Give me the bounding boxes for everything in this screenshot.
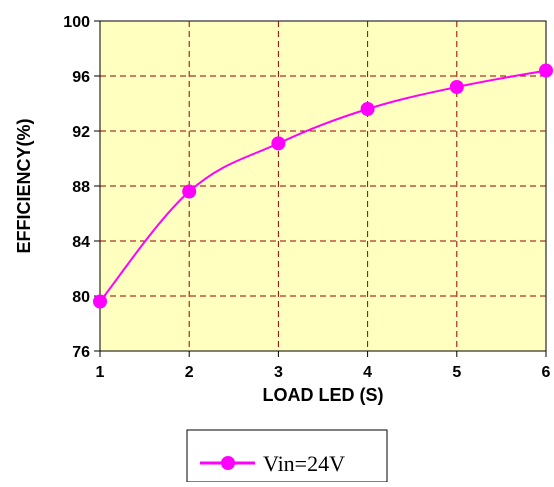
axes [94, 20, 547, 357]
y-tick-label: 88 [72, 179, 90, 196]
data-point [271, 136, 286, 151]
y-tick-label: 76 [72, 344, 90, 361]
x-axis-title: LOAD LED (S) [263, 385, 384, 405]
grid-lines [100, 21, 546, 351]
data-point [360, 102, 375, 116]
data-point [182, 184, 197, 199]
x-tick-label: 2 [185, 364, 194, 381]
x-tick-label: 5 [452, 364, 461, 381]
x-tick-label: 3 [274, 364, 283, 381]
y-tick-label: 92 [72, 124, 90, 141]
data-point [449, 80, 464, 94]
y-tick-label: 80 [72, 289, 90, 306]
y-tick-label: 84 [72, 234, 90, 251]
y-tick-label: 96 [72, 69, 90, 86]
y-tick-label: 100 [63, 14, 90, 31]
tick-labels: 76 80 84 88 92 96 100 1 2 3 4 5 6 [63, 14, 550, 381]
legend-box [186, 429, 388, 483]
y-axis-title: EFFICIENCY(%) [14, 118, 34, 253]
data-point [539, 63, 553, 78]
data-point [93, 294, 107, 309]
series-layer [93, 63, 553, 309]
legend-marker-swatch [221, 456, 235, 470]
legend: Vin=24V [186, 429, 388, 483]
x-tick-label: 6 [542, 364, 551, 381]
x-tick-label: 1 [96, 364, 105, 381]
x-tick-label: 4 [363, 364, 372, 381]
legend-label: Vin=24V [263, 451, 345, 476]
